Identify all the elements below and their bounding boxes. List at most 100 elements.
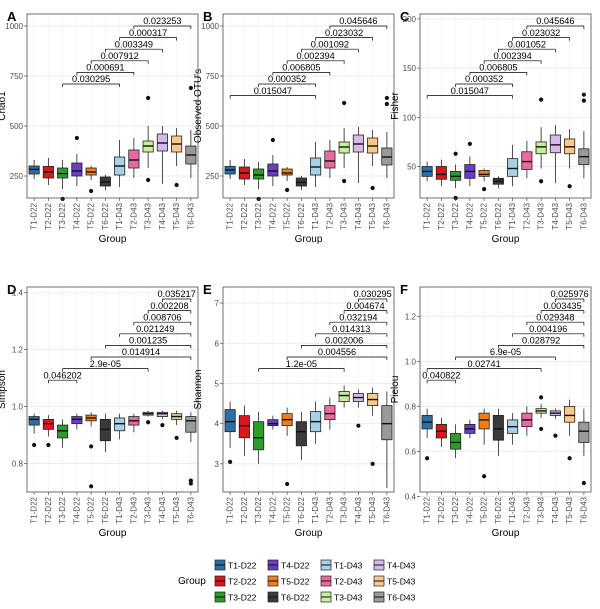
panel-letter: C bbox=[400, 9, 410, 24]
legend-item: T3-D43 bbox=[320, 591, 363, 603]
legend-label: T2-D22 bbox=[228, 577, 257, 587]
box-t4-d22 bbox=[71, 162, 83, 177]
box-t6-d22 bbox=[492, 415, 504, 441]
p-value-label: 0.006805 bbox=[479, 63, 517, 73]
x-tick-label: T4-D22 bbox=[268, 496, 277, 523]
p-value-label: 0.004674 bbox=[346, 301, 384, 311]
y-tick-label: 50 bbox=[407, 163, 416, 172]
outlier-point bbox=[539, 426, 544, 432]
p-value-label: 0.003349 bbox=[115, 39, 153, 49]
legend-label: T6-D22 bbox=[281, 593, 310, 603]
plot-border bbox=[26, 286, 199, 493]
outlier-point bbox=[539, 395, 544, 400]
outlier-point bbox=[581, 98, 586, 103]
y-tick-label: 0.4 bbox=[405, 493, 417, 502]
x-tick-label: T1-D22 bbox=[226, 202, 235, 229]
outlier-point bbox=[482, 474, 487, 479]
x-tick-label: T1-D22 bbox=[423, 496, 432, 523]
y-tick-label: 750 bbox=[206, 72, 220, 81]
x-tick-label: T4-D22 bbox=[72, 202, 81, 229]
x-tick-label: T6-D43 bbox=[579, 496, 588, 523]
box-t4-d22 bbox=[267, 163, 279, 177]
significance-bracket: 0.004556 bbox=[286, 347, 388, 360]
plot-background bbox=[27, 14, 198, 198]
p-value-label: 0.006805 bbox=[282, 63, 320, 73]
outlier-point bbox=[89, 444, 94, 449]
p-value-label: 0.002394 bbox=[296, 51, 334, 61]
x-tick-label: T5-D22 bbox=[480, 202, 489, 229]
p-value-label: 0.023032 bbox=[325, 28, 363, 38]
x-tick-label: T5-D43 bbox=[368, 202, 377, 229]
x-tick-label: T2-D43 bbox=[325, 202, 334, 229]
y-axis-title: Chao1 bbox=[0, 91, 8, 121]
significance-bracket: 0.015047 bbox=[229, 86, 316, 99]
significance-bracket: 0.000317 bbox=[119, 28, 177, 41]
p-value-label: 0.000317 bbox=[129, 28, 167, 38]
p-value-label: 0.035217 bbox=[157, 289, 195, 299]
y-tick-label: 0.8 bbox=[405, 402, 417, 411]
significance-bracket: 0.000352 bbox=[258, 74, 316, 87]
x-tick-label: T1-D22 bbox=[423, 202, 432, 229]
plot-border bbox=[222, 13, 395, 199]
p-value-label: 1.2e-05 bbox=[286, 359, 317, 369]
box-t6-d43 bbox=[578, 421, 590, 443]
y-tick-label: 200 bbox=[403, 15, 417, 24]
panel-e: E 3 4 5 6 7 Shannon T1-D22 T2-D22 T3-D22 T4-D22 T5-… bbox=[193, 282, 395, 539]
outlier-point bbox=[567, 184, 572, 189]
x-tick-label: T5-D22 bbox=[87, 496, 96, 523]
x-tick-label: T4-D43 bbox=[158, 202, 167, 229]
outlier-point bbox=[370, 185, 375, 191]
x-tick-label: T4-D43 bbox=[354, 202, 363, 229]
x-tick-label: T2-D22 bbox=[44, 202, 53, 229]
p-value-label: 0.014914 bbox=[122, 347, 160, 357]
legend-label: T3-D22 bbox=[228, 593, 257, 603]
significance-bracket: 0.002006 bbox=[301, 336, 388, 349]
panel-letter: E bbox=[203, 282, 212, 297]
significance-bracket: 0.014313 bbox=[315, 324, 388, 337]
y-tick-label: 1.2 bbox=[12, 346, 24, 355]
significance-bracket: 0.021249 bbox=[119, 324, 192, 337]
box-t6-d43 bbox=[381, 405, 393, 441]
y-tick-label: 150 bbox=[403, 64, 417, 73]
y-tick-label: 250 bbox=[10, 172, 24, 181]
outlier-point bbox=[146, 177, 151, 183]
x-tick-label: T5-D22 bbox=[283, 202, 292, 229]
x-tick-label: T2-D43 bbox=[522, 202, 531, 229]
significance-bracket: 0.002394 bbox=[286, 51, 345, 64]
outlier-point bbox=[482, 187, 487, 192]
significance-bracket: 0.023032 bbox=[315, 28, 373, 41]
significance-bracket: 0.000352 bbox=[455, 74, 513, 87]
x-tick-label: T5-D43 bbox=[172, 202, 181, 229]
outlier-point bbox=[174, 435, 179, 441]
p-value-label: 2.9e-05 bbox=[90, 359, 121, 369]
p-value-label: 0.002394 bbox=[493, 51, 531, 61]
x-tick-label: T3-D43 bbox=[144, 202, 153, 229]
plot-background bbox=[27, 287, 198, 492]
legend-label: T2-D43 bbox=[334, 577, 363, 587]
significance-bracket: 0.025976 bbox=[550, 289, 589, 302]
x-tick-label: T2-D22 bbox=[437, 202, 446, 229]
significance-bracket: 0.006805 bbox=[272, 63, 331, 76]
significance-bracket: 0.002208 bbox=[147, 301, 192, 314]
significance-bracket: 0.006805 bbox=[469, 63, 528, 76]
x-tick-label: T4-D43 bbox=[158, 496, 167, 523]
x-tick-label: T6-D22 bbox=[297, 202, 306, 229]
plot-border bbox=[222, 286, 395, 493]
box-t3-d43 bbox=[338, 391, 350, 402]
box-t2-d22 bbox=[42, 418, 54, 430]
legend-label: T3-D43 bbox=[334, 593, 363, 603]
x-tick-label: T6-D22 bbox=[101, 202, 110, 229]
legend-item: T2-D22 bbox=[214, 575, 257, 587]
x-tick-label: T5-D22 bbox=[283, 496, 292, 523]
box-t3-d22 bbox=[450, 433, 462, 450]
legend-item: T5-D43 bbox=[373, 575, 416, 587]
outlier-point bbox=[32, 442, 37, 448]
box-t5-d43 bbox=[564, 405, 576, 423]
p-value-label: 0.032194 bbox=[339, 312, 377, 322]
y-tick-label: 500 bbox=[10, 122, 24, 131]
legend-item: T1-D22 bbox=[214, 559, 257, 571]
p-value-label: 0.025976 bbox=[550, 289, 588, 299]
p-value-label: 0.030295 bbox=[353, 289, 391, 299]
outlier-point bbox=[146, 420, 151, 425]
x-tick-label: T4-D43 bbox=[354, 496, 363, 523]
